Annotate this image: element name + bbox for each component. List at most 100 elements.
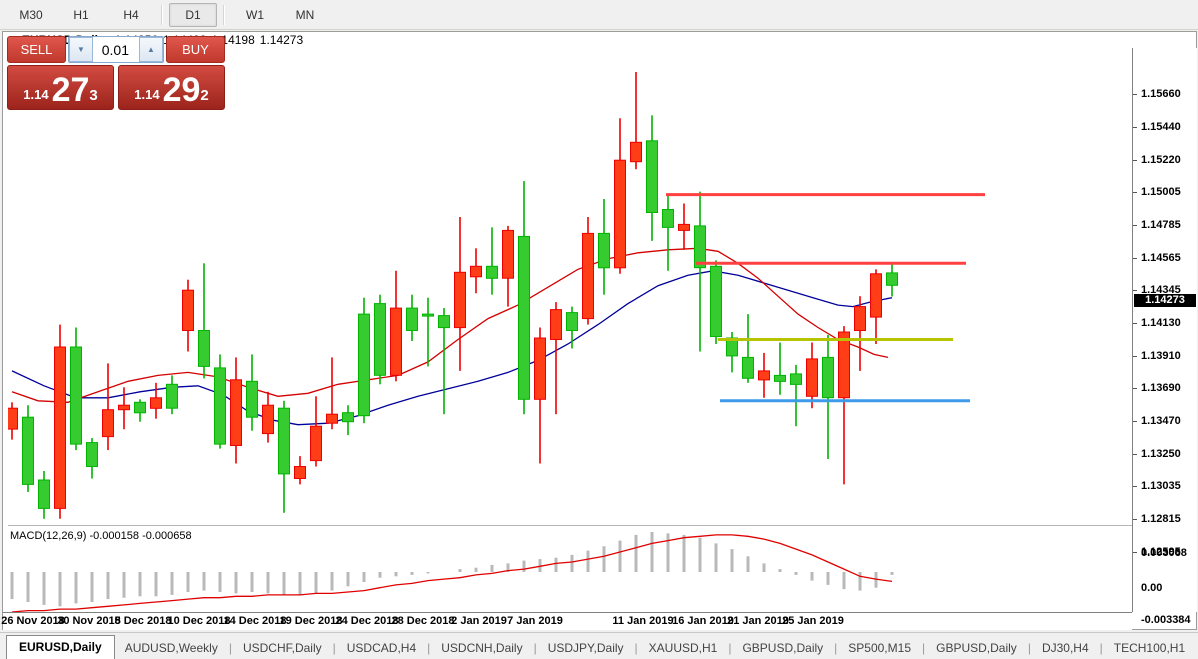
price-axis-tick xyxy=(1133,191,1137,193)
candle-body xyxy=(598,232,610,269)
candle-body xyxy=(694,225,706,269)
candle-body xyxy=(662,209,674,228)
candle-body xyxy=(70,346,82,445)
candle-body xyxy=(678,223,690,231)
tab-separator: | xyxy=(834,641,838,655)
tab-separator: | xyxy=(533,641,537,655)
price-axis-tick xyxy=(1133,421,1137,423)
timeframe-button-m30[interactable]: M30 xyxy=(19,7,43,22)
date-axis[interactable]: 26 Nov 2018 30 Nov 2018 5 Dec 2018 10 Dec 2… xyxy=(1,612,1132,630)
macd-signal-line xyxy=(11,534,893,612)
ohlc-close: 1.14273 xyxy=(259,33,304,47)
toolbar-separator xyxy=(161,4,163,25)
macd-axis-label: 0.003068 xyxy=(1141,547,1187,559)
buy-price-button[interactable]: 1.14 29 2 xyxy=(118,65,225,110)
timeframe-button-mn[interactable]: MN xyxy=(295,7,315,22)
chart-window: ▲ EURUSD,Daily 1.14356 1.14428 1.14198 1… xyxy=(1,31,1197,630)
price-axis-tick xyxy=(1133,454,1137,456)
tab-separator: | xyxy=(1027,641,1031,655)
chart-tab-eurusd-daily[interactable]: EURUSD,Daily xyxy=(6,635,115,659)
buy-price-big: 29 xyxy=(162,71,201,109)
price-axis-tick xyxy=(1133,519,1137,521)
timeframe-button-d1[interactable]: D1 xyxy=(169,2,217,27)
chart-tab-bar: EURUSD,Daily AUDUSD,Weekly | USDCHF,Daily | U… xyxy=(0,632,1198,659)
timeframe-button-h4[interactable]: H4 xyxy=(123,7,139,22)
timeframe-button-w1[interactable]: W1 xyxy=(246,7,264,22)
chart-tab-gbpusd-daily-2[interactable]: GBPUSD,Daily xyxy=(936,641,1017,655)
date-axis-label: 19 Dec 2018 xyxy=(279,615,343,627)
macd-indicator-label: MACD(12,26,9) -0.000158 -0.000658 xyxy=(10,530,192,542)
date-axis-label: 11 Jan 2019 xyxy=(612,615,674,627)
chart-tab-usdjpy-daily[interactable]: USDJPY,Daily xyxy=(547,641,624,655)
price-axis-label: 1.13690 xyxy=(1141,382,1181,395)
candle-body xyxy=(118,404,130,411)
lot-increase-button[interactable]: ▲ xyxy=(139,37,163,62)
chart-tab-gbpusd-daily[interactable]: GBPUSD,Daily xyxy=(742,641,824,655)
buy-button[interactable]: BUY xyxy=(166,36,225,63)
chart-tab-audusd-weekly[interactable]: AUDUSD,Weekly xyxy=(124,641,218,655)
tab-separator: | xyxy=(922,641,926,655)
tab-separator: | xyxy=(427,641,431,655)
candle-body xyxy=(646,140,658,213)
price-axis-label: 1.13250 xyxy=(1141,448,1181,461)
sell-price-big: 27 xyxy=(51,71,90,109)
candle-body xyxy=(534,337,546,400)
chart-tab-usdcad-h4[interactable]: USDCAD,H4 xyxy=(346,641,417,655)
ma-fast-red xyxy=(11,247,889,403)
price-axis-tick xyxy=(1133,290,1137,292)
date-axis-label: 5 Dec 2018 xyxy=(114,615,172,627)
candlestick-chart-canvas[interactable] xyxy=(8,48,1132,526)
price-axis-label: 1.15005 xyxy=(1141,185,1181,198)
candle-body xyxy=(758,370,770,381)
candle-body xyxy=(390,307,402,376)
price-axis-label: 1.13035 xyxy=(1141,480,1181,493)
candle-body xyxy=(102,409,114,438)
toolbar-separator xyxy=(223,4,225,25)
sell-price-button[interactable]: 1.14 27 3 xyxy=(7,65,114,110)
date-axis-label: 25 Jan 2019 xyxy=(782,615,844,627)
price-axis[interactable]: 1.15660 1.15440 1.15220 1.15005 1.14785 1.145… xyxy=(1132,48,1197,626)
candle-body xyxy=(550,309,562,341)
chart-tab-sp500-m15[interactable]: SP500,M15 xyxy=(848,641,911,655)
price-axis-label: 1.15440 xyxy=(1141,120,1181,133)
candle-body xyxy=(582,232,594,320)
candle-body xyxy=(454,271,466,329)
buy-price-prefix: 1.14 xyxy=(134,87,160,102)
price-axis-tick xyxy=(1133,388,1137,390)
timeframe-toolbar: M30 H1 H4 D1 W1 MN xyxy=(0,0,1198,30)
chart-tab-dj30-h4[interactable]: DJ30,H4 xyxy=(1041,641,1089,655)
candle-body xyxy=(518,235,530,400)
price-axis-label: 1.12815 xyxy=(1141,513,1181,526)
chart-tab-xauusd-h1[interactable]: XAUUSD,H1 xyxy=(648,641,718,655)
candle-body xyxy=(54,346,66,509)
tab-separator: | xyxy=(332,641,336,655)
candle-body xyxy=(262,404,274,435)
price-axis-tick xyxy=(1133,552,1137,553)
chart-tab-usdchf-daily[interactable]: USDCHF,Daily xyxy=(242,641,322,655)
lot-decrease-button[interactable]: ▼ xyxy=(69,37,93,62)
price-axis-tick xyxy=(1133,322,1137,324)
candle-body xyxy=(486,265,498,279)
candle-body xyxy=(326,413,338,424)
macd-chart-svg xyxy=(10,532,894,612)
price-axis-tick xyxy=(1133,126,1137,128)
candle-body xyxy=(342,412,354,423)
candle-body xyxy=(822,356,834,399)
price-axis-tick xyxy=(1133,257,1137,259)
candle-body xyxy=(406,307,418,332)
price-axis-label: 1.14565 xyxy=(1141,251,1181,264)
candle-body xyxy=(278,407,290,475)
date-axis-label: 30 Nov 2018 xyxy=(57,615,121,627)
chart-tab-usdcnh-daily[interactable]: USDCNH,Daily xyxy=(441,641,523,655)
lot-size-value[interactable]: 0.01 xyxy=(101,41,129,58)
macd-chart-canvas[interactable] xyxy=(8,528,1132,612)
timeframe-button-h1[interactable]: H1 xyxy=(73,7,89,22)
lot-size-spinner: ▼ 0.01 ▲ xyxy=(68,36,164,63)
date-axis-label: 14 Dec 2018 xyxy=(223,615,287,627)
price-axis-label: 1.13910 xyxy=(1141,349,1181,362)
candle-body xyxy=(198,330,210,367)
candlestick-chart-svg xyxy=(8,72,985,519)
chart-tab-tech100-h1[interactable]: TECH100,H1 xyxy=(1113,641,1186,655)
price-axis-label: 1.15220 xyxy=(1141,153,1181,166)
sell-button[interactable]: SELL xyxy=(7,36,66,63)
